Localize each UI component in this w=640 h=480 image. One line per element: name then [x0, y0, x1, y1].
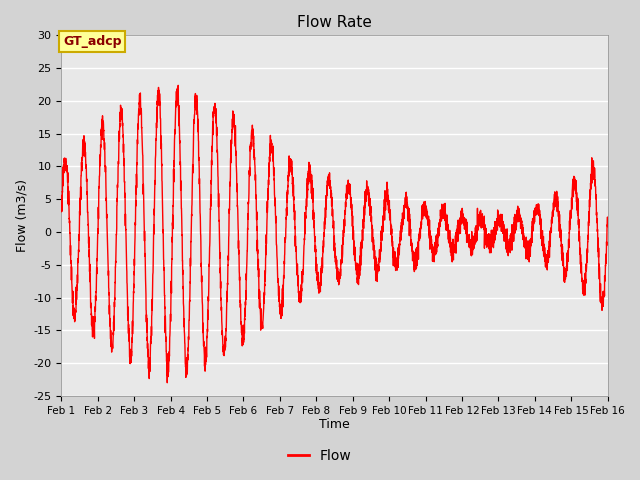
Text: GT_adcp: GT_adcp: [63, 35, 122, 48]
Y-axis label: Flow (m3/s): Flow (m3/s): [15, 179, 28, 252]
Title: Flow Rate: Flow Rate: [297, 15, 372, 30]
Legend: Flow: Flow: [283, 443, 357, 468]
X-axis label: Time: Time: [319, 419, 350, 432]
